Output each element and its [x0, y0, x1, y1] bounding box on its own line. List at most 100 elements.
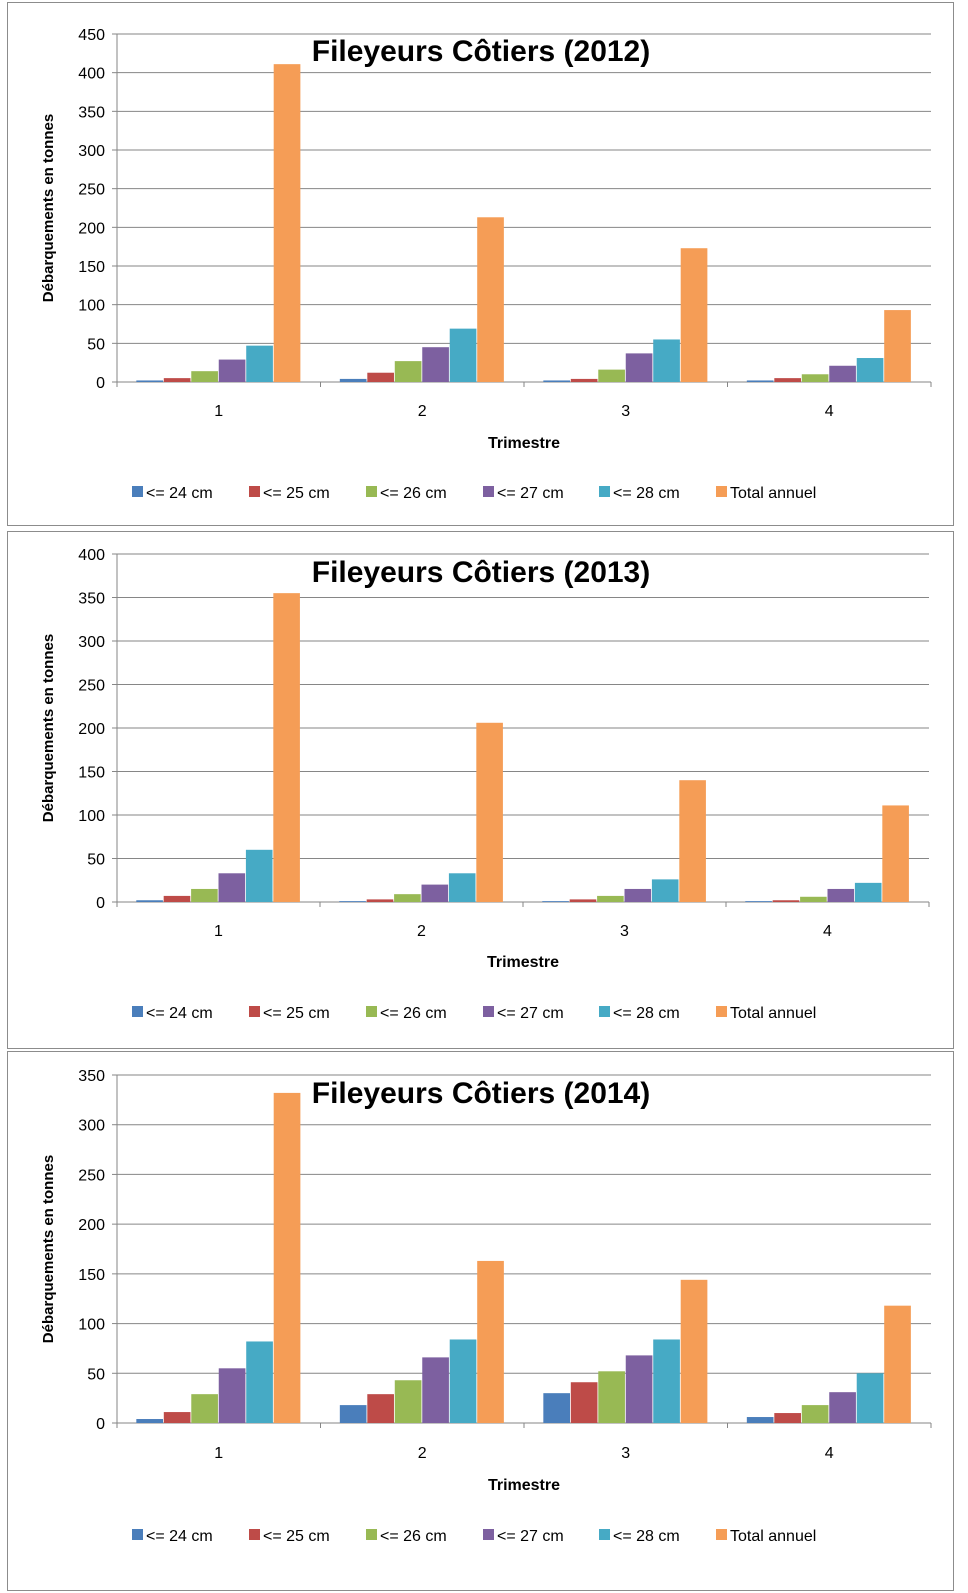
bar	[854, 882, 882, 902]
legend-swatch	[249, 1006, 260, 1017]
legend-label: Total annuel	[730, 485, 816, 502]
y-tick-label: 250	[78, 1167, 105, 1184]
bar	[273, 64, 301, 382]
legend-swatch	[483, 486, 494, 497]
y-tick-label: 150	[78, 765, 105, 782]
y-tick-label: 150	[78, 259, 105, 276]
x-axis-label: Trimestre	[487, 954, 559, 971]
bar	[477, 217, 504, 382]
x-tick-label: 3	[620, 923, 629, 940]
y-tick-label: 250	[78, 182, 105, 199]
legend-label: <= 28 cm	[613, 1005, 680, 1022]
bar	[218, 359, 246, 382]
bar	[245, 849, 273, 902]
bar	[136, 1419, 164, 1423]
legend-swatch	[132, 1006, 143, 1017]
bar	[339, 378, 367, 382]
bar	[366, 899, 394, 902]
y-tick-label: 350	[78, 591, 105, 608]
bar	[800, 896, 827, 902]
legend-swatch	[599, 486, 610, 497]
bar	[653, 1339, 680, 1423]
bar	[625, 353, 653, 382]
legend-swatch	[483, 1006, 494, 1017]
bar	[570, 378, 598, 382]
bar	[191, 371, 218, 382]
x-tick-label: 4	[823, 923, 832, 940]
y-tick-label: 100	[78, 1317, 105, 1334]
y-tick-label: 100	[78, 298, 105, 315]
y-tick-label: 200	[78, 721, 105, 738]
y-tick-label: 400	[78, 66, 105, 83]
bar	[570, 1382, 598, 1423]
bar	[884, 1305, 911, 1423]
bar	[339, 1405, 367, 1423]
bar	[856, 358, 884, 382]
x-tick-label: 4	[825, 1445, 834, 1462]
legend-label: <= 28 cm	[613, 485, 680, 502]
y-tick-label: 0	[96, 895, 105, 912]
bar	[191, 1394, 218, 1423]
legend-swatch	[366, 486, 377, 497]
bar	[801, 374, 829, 382]
bar	[569, 899, 597, 902]
legend-label: Total annuel	[730, 1005, 816, 1022]
legend-swatch	[599, 1006, 610, 1017]
bar	[218, 873, 246, 902]
legend-swatch	[483, 1529, 494, 1540]
bar	[543, 1393, 571, 1423]
bar	[680, 1279, 708, 1423]
bar	[246, 1341, 273, 1423]
legend-label: <= 25 cm	[263, 485, 330, 502]
legend-label: <= 25 cm	[263, 1005, 330, 1022]
y-tick-label: 150	[78, 1267, 105, 1284]
bar	[829, 365, 856, 382]
bar	[449, 1339, 477, 1423]
bar	[218, 1368, 246, 1423]
legend-swatch	[366, 1006, 377, 1017]
bar	[774, 1413, 801, 1423]
bar	[746, 380, 774, 382]
y-tick-label: 50	[87, 336, 105, 353]
bar	[273, 1092, 301, 1423]
x-tick-label: 2	[418, 403, 427, 420]
bar	[651, 879, 679, 902]
bar	[774, 378, 801, 382]
bar	[422, 1357, 449, 1423]
bar-chart-2013: 0 50 100 150 200 250 300 350 400 1 2 3 4 Fileyeurs Cô…	[40, 547, 930, 1022]
legend-swatch	[716, 486, 727, 497]
y-tick-label: 450	[78, 27, 105, 44]
bar	[827, 888, 855, 902]
legend-swatch	[249, 486, 260, 497]
y-tick-label: 0	[96, 1416, 105, 1433]
bar	[829, 1392, 856, 1423]
chart-title: Fileyeurs Côtiers (2014)	[312, 1077, 650, 1110]
legend-swatch	[132, 486, 143, 497]
chart-panel-2012: 0 50 100 150 200 250 300 350 400 450 1 2 3 4 Fileyeurs…	[7, 2, 954, 526]
bar	[191, 888, 218, 902]
y-tick-label: 300	[78, 1118, 105, 1135]
chart-panel-2014: 0 50 100 150 200 250 300 350 1 2 3 4 Fileyeurs Côtie…	[7, 1051, 954, 1591]
bar	[856, 1373, 884, 1423]
bar-chart-2012: 0 50 100 150 200 250 300 350 400 450 1 2 3 4 Fileyeurs…	[40, 27, 932, 502]
bar	[679, 780, 706, 902]
bar	[422, 347, 449, 382]
bar	[339, 901, 366, 902]
legend-label: <= 25 cm	[263, 1528, 330, 1545]
bar	[680, 248, 708, 382]
bar	[624, 888, 652, 902]
bar	[598, 369, 625, 382]
bar	[476, 722, 503, 902]
y-tick-label: 350	[78, 104, 105, 121]
y-tick-label: 300	[78, 143, 105, 160]
bar	[598, 1371, 625, 1423]
y-tick-label: 300	[78, 634, 105, 651]
x-axis-label: Trimestre	[488, 1477, 560, 1494]
bar	[884, 310, 911, 382]
bar	[394, 894, 421, 902]
x-axis-label: Trimestre	[488, 435, 560, 452]
x-tick-label: 1	[214, 1445, 223, 1462]
bar	[163, 1412, 191, 1423]
legend-label: Total annuel	[730, 1528, 816, 1545]
y-tick-label: 350	[78, 1068, 105, 1085]
